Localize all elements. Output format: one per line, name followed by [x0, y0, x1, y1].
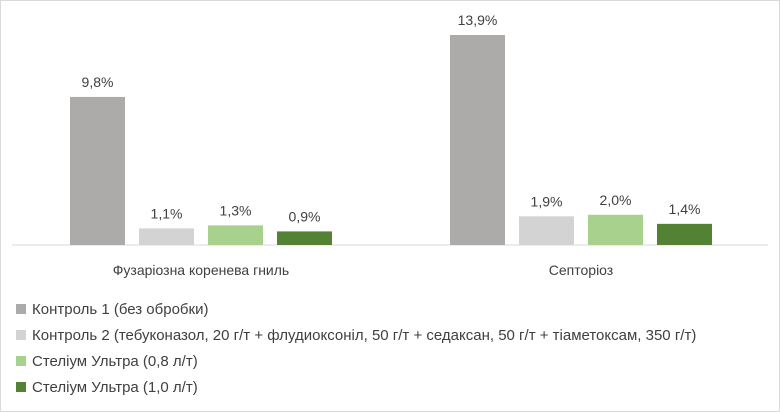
legend-label-3: Стеліум Ультра (0,8 л/т): [32, 352, 198, 370]
legend-label-1: Контроль 1 (без обробки): [32, 300, 209, 318]
data-label-1-2: 1,1%: [151, 205, 183, 221]
bar-2-4: [657, 223, 712, 245]
bar-1-4: [277, 231, 332, 245]
legend-swatch-2: [16, 330, 26, 340]
bar-2-1: [450, 35, 505, 245]
data-label-2-1: 13,9%: [458, 12, 498, 28]
legend-swatch-3: [16, 356, 26, 366]
data-label-1-1: 9,8%: [82, 74, 114, 90]
bar-1-1: [70, 96, 125, 245]
legend-item-4: Стеліум Ультра (1,0 л/т): [16, 374, 696, 400]
legend-swatch-1: [16, 304, 26, 314]
data-label-2-4: 1,4%: [669, 201, 701, 217]
legend-item-2: Контроль 2 (тебуконазол, 20 г/т + флудио…: [16, 322, 696, 348]
bar-2-2: [519, 216, 574, 245]
legend-label-4: Стеліум Ультра (1,0 л/т): [32, 378, 198, 396]
bar-2-3: [588, 214, 643, 245]
bar-1-3: [208, 225, 263, 245]
bar-chart: 9,8% 1,1% 1,3% 0,9% 13,9% 1,9% 2,0% 1,4% Фузарі…: [12, 12, 768, 278]
legend: Контроль 1 (без обробки) Контроль 2 (тебу…: [16, 296, 696, 400]
legend-label-2: Контроль 2 (тебуконазол, 20 г/т + флудио…: [32, 326, 697, 344]
category-label-2: Септоріоз: [549, 262, 613, 278]
legend-swatch-4: [16, 382, 26, 392]
data-label-1-3: 1,3%: [220, 202, 252, 218]
category-labels-layer: Фузаріозна коренева гниль Септоріоз: [113, 262, 613, 278]
data-label-1-4: 0,9%: [289, 208, 321, 224]
data-label-2-3: 2,0%: [600, 192, 632, 208]
bars-layer: 9,8% 1,1% 1,3% 0,9% 13,9% 1,9% 2,0% 1,4%: [70, 12, 712, 245]
data-label-2-2: 1,9%: [531, 193, 563, 209]
legend-item-3: Стеліум Ультра (0,8 л/т): [16, 348, 696, 374]
bar-1-2: [139, 228, 194, 245]
category-label-1: Фузаріозна коренева гниль: [113, 262, 289, 278]
legend-item-1: Контроль 1 (без обробки): [16, 296, 696, 322]
